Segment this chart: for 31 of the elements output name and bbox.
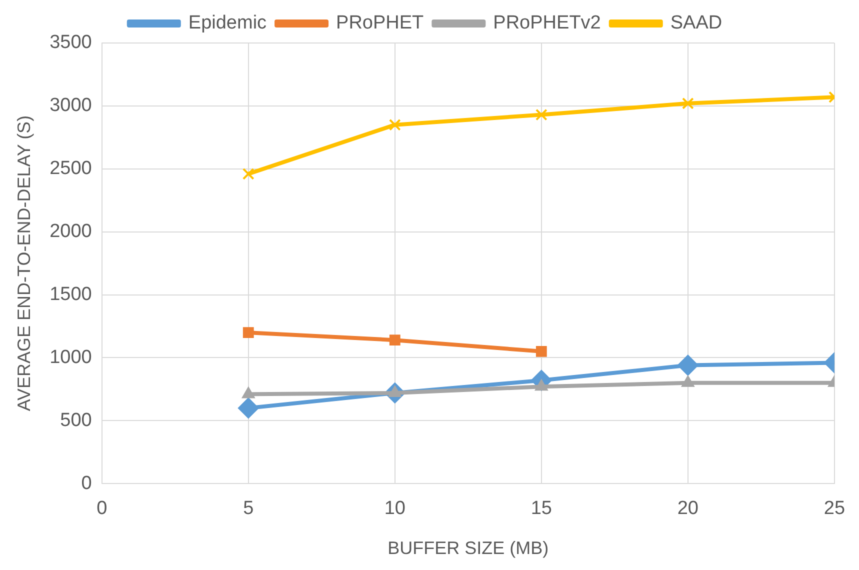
point — [242, 386, 255, 398]
x-tick-label: 10 — [384, 498, 406, 520]
y-tick-label: 500 — [60, 410, 92, 431]
y-axis-title: AVERAGE END-TO-END-DELAY (S) — [14, 115, 34, 412]
point — [677, 354, 698, 376]
y-tick-label: 3500 — [50, 32, 92, 54]
point — [681, 375, 694, 387]
x-tick-label: 20 — [677, 498, 698, 520]
y-tick-label: 1500 — [50, 284, 92, 306]
x-axis-title: BUFFER SIZE (MB) — [388, 538, 549, 558]
point — [535, 108, 548, 121]
point — [389, 334, 400, 346]
point — [388, 118, 401, 131]
point — [682, 97, 694, 110]
x-tick-label: 15 — [530, 498, 552, 520]
y-tick-label: 0 — [81, 472, 92, 494]
x-tick-label: 5 — [243, 498, 254, 520]
point — [242, 168, 254, 180]
y-tick-label: 1000 — [50, 346, 92, 368]
legend-label: Epidemic — [188, 12, 267, 34]
y-tick-label: 2000 — [50, 221, 92, 242]
x-tick-label: 0 — [96, 498, 108, 520]
point — [536, 346, 547, 357]
legend-label: SAAD — [670, 12, 722, 34]
point — [238, 398, 259, 419]
legend-label: PRoPHET — [336, 12, 424, 34]
y-tick-label: 2500 — [50, 158, 92, 180]
y-tick-label: 3000 — [50, 95, 92, 116]
x-tick-label: 25 — [824, 498, 846, 520]
legend-label: PRoPHETv2 — [493, 12, 601, 34]
point — [242, 327, 254, 338]
